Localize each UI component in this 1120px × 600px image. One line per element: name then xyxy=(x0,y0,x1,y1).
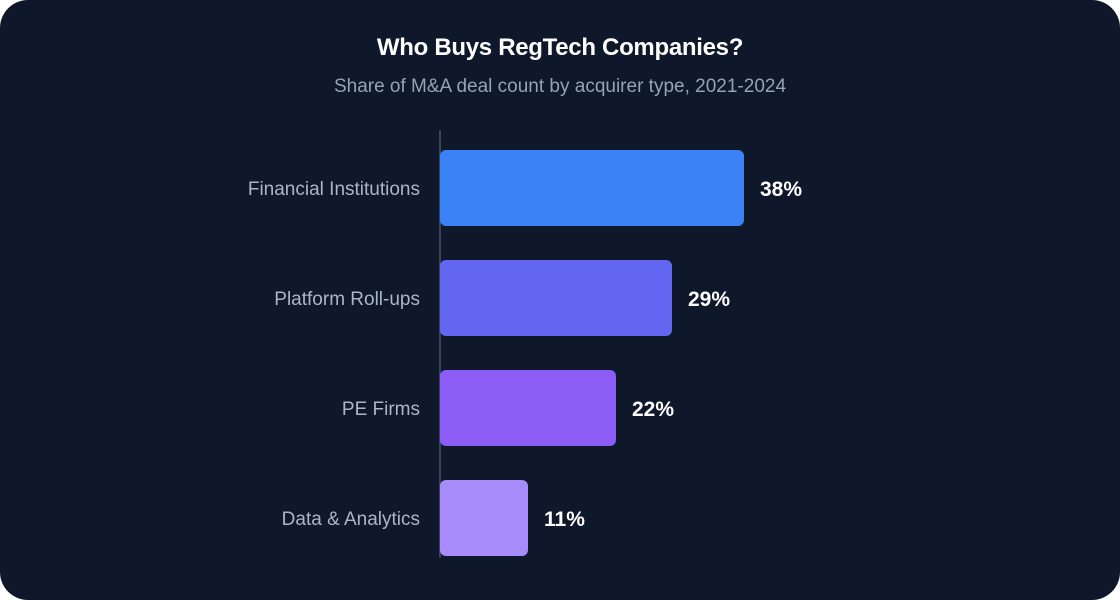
value-label: 22% xyxy=(632,398,674,421)
bar-0 xyxy=(440,150,744,226)
category-label: PE Firms xyxy=(342,399,420,420)
chart-title: Who Buys RegTech Companies? xyxy=(376,34,744,61)
category-label: Financial Institutions xyxy=(248,179,420,200)
category-label: Platform Roll-ups xyxy=(274,289,420,310)
category-label: Data & Analytics xyxy=(282,509,420,530)
bars-group: Financial Institutions 38% Platform Roll-u… xyxy=(248,150,802,556)
chart-subtitle: Share of M&A deal count by acquirer type… xyxy=(333,76,787,97)
bar-1 xyxy=(440,260,672,336)
bar-2 xyxy=(440,370,616,446)
value-label: 38% xyxy=(760,178,802,201)
bar-3 xyxy=(440,480,528,556)
value-label: 11% xyxy=(544,508,585,531)
value-label: 29% xyxy=(688,288,730,311)
